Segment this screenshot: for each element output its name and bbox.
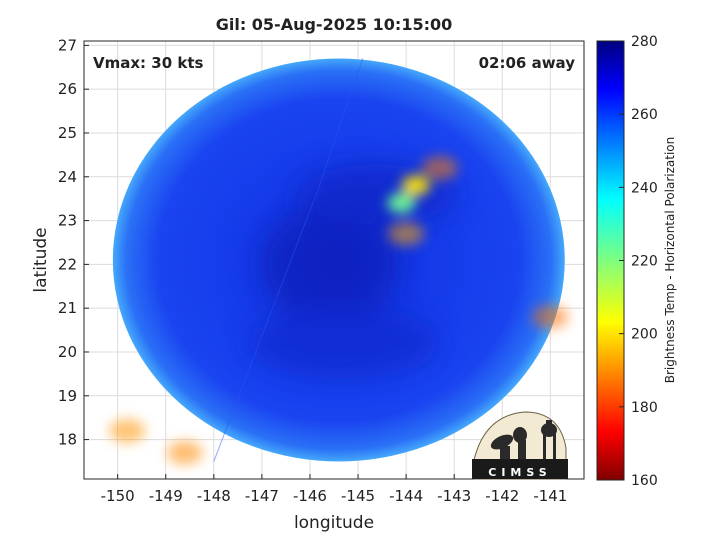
colorbar-tick-label: 160: [631, 473, 658, 489]
brightness-feature: [109, 418, 146, 443]
colorbar-tick-label: 180: [631, 400, 658, 416]
y-tick-label: 21: [58, 299, 77, 317]
y-axis-label: latitude: [31, 227, 51, 292]
brightness-feature: [388, 221, 425, 246]
x-tick-label: -148: [197, 487, 231, 505]
y-tick-label: 25: [58, 124, 77, 142]
y-tick-label: 22: [58, 255, 77, 273]
plot-frame: [83, 40, 585, 480]
x-tick-label: -150: [101, 487, 135, 505]
logo-text: CIMSS: [488, 466, 551, 479]
x-tick-label: -149: [149, 487, 183, 505]
features: [109, 156, 569, 465]
colorbar-label: Brightness Temp - Horizontal Polarizatio…: [663, 137, 677, 384]
swath-seam: [213, 58, 364, 462]
colorbar-tick-label: 240: [631, 180, 658, 196]
brightness-feature: [387, 193, 416, 214]
y-tick-label: 20: [58, 343, 77, 361]
x-tick-label: -141: [533, 487, 567, 505]
cloud-band: [248, 308, 439, 379]
x-tick-label: -143: [437, 487, 471, 505]
y-tick-label: 27: [58, 36, 77, 54]
satellite-swath: [109, 58, 569, 465]
colorbar-tick-label: 260: [631, 107, 658, 123]
brightness-feature: [532, 304, 569, 329]
x-axis: -150 -149 -148 -147 -146 -145 -144 -143 -142 -141: [101, 474, 567, 505]
time-offset-annotation: 02:06 away: [479, 54, 576, 72]
colorbar-ticks: 160 180 200 220 240 260 280: [619, 34, 658, 489]
cimss-logo: CIMSS: [472, 411, 568, 480]
y-tick-label: 23: [58, 212, 77, 230]
y-tick-label: 19: [58, 387, 77, 405]
x-tick-label: -146: [293, 487, 327, 505]
y-tick-label: 24: [58, 168, 77, 186]
brightness-feature: [421, 156, 458, 181]
vmax-annotation: Vmax: 30 kts: [93, 54, 203, 72]
y-tick-label: 18: [58, 431, 77, 449]
colorbar-tick-label: 200: [631, 327, 658, 343]
cloud-bands: [248, 164, 458, 379]
x-tick-label: -142: [485, 487, 519, 505]
y-tick-label: 26: [58, 80, 77, 98]
colorbar-tick-label: 280: [631, 34, 658, 50]
brightness-feature: [166, 440, 203, 465]
x-axis-label: longitude: [294, 513, 374, 533]
chart-title: Gil: 05-Aug-2025 10:15:00: [216, 15, 453, 34]
x-tick-label: -145: [341, 487, 375, 505]
colorbar-tick-label: 220: [631, 254, 658, 270]
colorbar: 160 180 200 220 240 260 280 Brightness Temp - …: [596, 34, 677, 489]
x-tick-label: -147: [245, 487, 279, 505]
brightness-feature: [401, 175, 430, 196]
x-tick-label: -144: [389, 487, 423, 505]
y-axis: 18 19 20 21 22 23 24 25 26 27: [58, 36, 89, 449]
cloud-band: [259, 204, 400, 325]
